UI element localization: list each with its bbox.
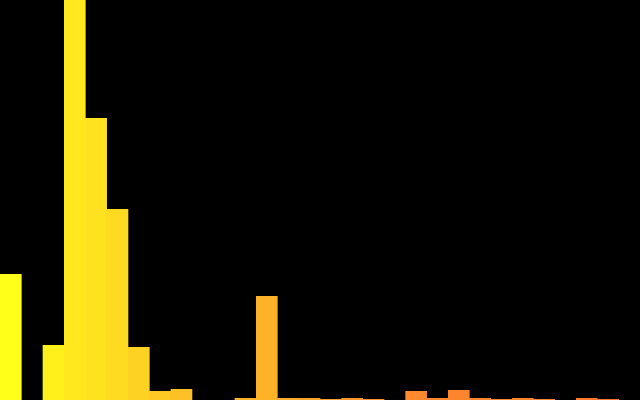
bar-series <box>0 0 619 400</box>
bar-24 <box>512 398 534 400</box>
bar-12 <box>256 296 278 400</box>
bar-13 <box>277 398 299 400</box>
bar-3 <box>64 0 86 400</box>
bar-6 <box>128 347 150 400</box>
bar-16 <box>341 398 363 400</box>
bar-22 <box>469 398 491 400</box>
bar-27 <box>576 398 598 400</box>
bar-5 <box>106 209 129 400</box>
bar-8 <box>170 389 193 400</box>
bar-21 <box>448 390 470 400</box>
bar-0 <box>0 274 22 400</box>
bar-19 <box>405 391 427 400</box>
bar-11 <box>234 398 257 400</box>
bar-7 <box>149 391 171 400</box>
bar-20 <box>426 398 449 400</box>
bar-2 <box>42 345 65 400</box>
bar-4 <box>85 118 107 400</box>
bar-14 <box>298 398 321 400</box>
